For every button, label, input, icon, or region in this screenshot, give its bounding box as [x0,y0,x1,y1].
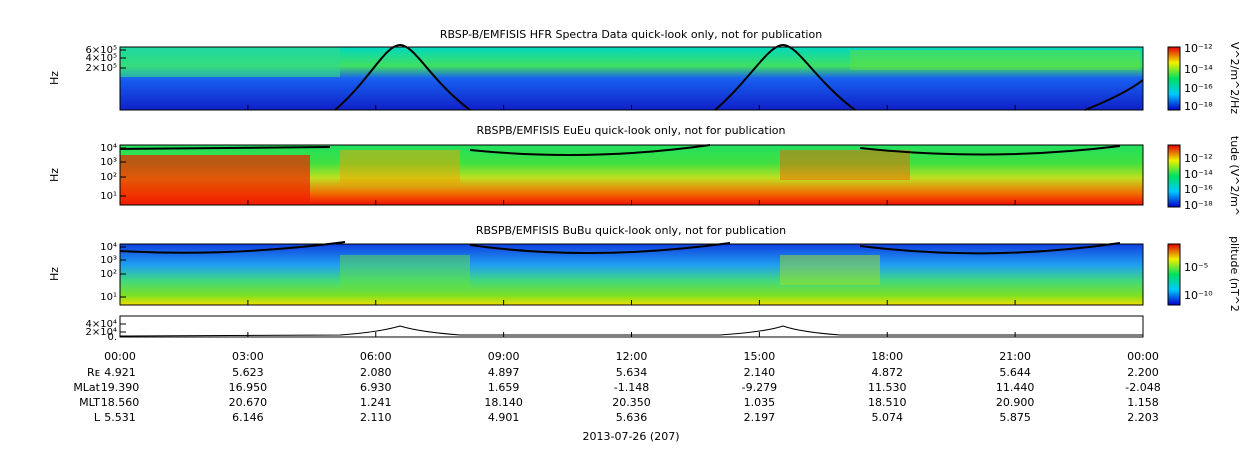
x-tick-label: 03:00 [232,350,264,363]
ephemeris-label: Rᴇ [87,366,100,379]
colorbar-tick-label: 10⁻¹⁴ [1184,168,1213,181]
ephemeris-value: 4.872 [872,366,904,379]
date-label: 2013-07-26 (207) [582,430,679,443]
ephemeris-value: 1.158 [1127,396,1159,409]
colorbar-tick-label: 10⁻¹² [1184,42,1213,55]
ephemeris-value: 6.146 [232,411,264,424]
ephemeris-value: 4.921 [104,366,136,379]
ephemeris-value: -1.148 [614,381,649,394]
colorbar-tick-label: 10⁻⁵ [1184,261,1208,274]
ephemeris-value: 1.659 [488,381,520,394]
ephemeris-value: 2.197 [744,411,776,424]
colorbar-tick-label: 10⁻¹⁸ [1184,199,1213,212]
ephemeris-value: 5.634 [616,366,648,379]
x-tick-label: 18:00 [871,350,903,363]
colorbar-tick-label: 10⁻¹⁴ [1184,63,1213,76]
y-tick-label: 4×10⁴ [86,319,117,330]
x-tick-label: 21:00 [999,350,1031,363]
ephemeris-value: 5.644 [999,366,1031,379]
spectrogram-feature [780,150,910,180]
ephemeris-value: 2.203 [1127,411,1159,424]
plasma-line [334,43,1144,111]
ephemeris-value: 18.510 [868,396,907,409]
ephemeris-value: 6.930 [360,381,392,394]
ephemeris-value: 18.140 [484,396,523,409]
colorbar-label: tude (V^2/m^ [1228,136,1241,216]
colorbar-tick-label: 10⁻¹⁶ [1184,82,1213,95]
ephemeris-value: 4.897 [488,366,520,379]
colorbar-tick-label: 10⁻¹² [1184,152,1213,165]
colorbar-tick-label: 10⁻¹⁰ [1184,289,1213,302]
spectrogram-feature [850,50,1140,70]
ephemeris-value: 5.074 [872,411,904,424]
ephemeris-value: 20.900 [996,396,1035,409]
ephemeris-value: 11.530 [868,381,907,394]
y-tick-label: 10² [100,172,117,183]
y-tick-label: 10⁴ [100,143,117,154]
spectrogram-feature [340,255,470,290]
colorbar-tick-label: 10⁻¹⁶ [1184,183,1213,196]
colorbar [1167,46,1181,111]
ephemeris-value: 1.035 [744,396,776,409]
spectrogram-feature [780,255,880,285]
ephemeris-value: 20.670 [229,396,268,409]
x-tick-label: 09:00 [488,350,520,363]
y-tick-label: 10² [100,269,117,280]
y-tick-label: 4×10⁵ [86,53,117,64]
trace-line [119,325,1143,337]
colorbar [1167,144,1181,208]
ephemeris-value: 5.636 [616,411,648,424]
spectrogram-feature [120,155,310,205]
x-tick-label: 06:00 [360,350,392,363]
panel-title: RBSPB/EMFISIS BuBu quick-look only, not … [476,224,786,237]
y-tick-label: 2×10⁴ [86,327,117,338]
y-tick-label: 10¹ [100,191,117,202]
colorbar-tick-label: 10⁻¹⁸ [1184,100,1213,113]
colorbar-label: V^2/m^2/Hz [1228,42,1241,114]
spectrogram-feature [340,150,460,185]
ephemeris-value: 1.241 [360,396,392,409]
ephemeris-value: 2.080 [360,366,392,379]
y-axis-label: Hz [48,168,61,182]
ephemeris-value: 2.110 [360,411,392,424]
ephemeris-value: 18.560 [101,396,140,409]
ephemeris-value: 4.901 [488,411,520,424]
ephemeris-label: MLat [73,381,100,394]
ephemeris-value: 5.531 [104,411,136,424]
ephemeris-value: -2.048 [1125,381,1160,394]
panel-title: RBSP-B/EMFISIS HFR Spectra Data quick-lo… [440,28,822,41]
y-tick-label: 0. [107,332,117,343]
x-tick-label: 00:00 [104,350,136,363]
ephemeris-label: L [94,411,101,424]
colorbar [1167,243,1181,306]
y-tick-label: 10³ [100,157,117,168]
colorbar-label: plitude (nT^2 [1228,236,1241,312]
cyclotron-line [119,144,1121,156]
ephemeris-value: -9.279 [742,381,777,394]
ephemeris-value: 5.875 [999,411,1031,424]
ephemeris-value: 11.440 [996,381,1035,394]
ephemeris-value: 2.200 [1127,366,1159,379]
spectrogram-feature [120,47,340,77]
y-tick-label: 2×10⁵ [86,63,117,74]
y-tick-label: 10¹ [100,292,117,303]
ephemeris-value: 16.950 [229,381,268,394]
y-axis-label: Hz [48,267,61,281]
x-tick-label: 12:00 [616,350,648,363]
ephemeris-value: 2.140 [744,366,776,379]
x-tick-label: 15:00 [744,350,776,363]
panel-title: RBSPB/EMFISIS EuEu quick-look only, not … [476,124,785,137]
ephemeris-value: 5.623 [232,366,264,379]
y-axis-label: Hz [48,71,61,85]
ephemeris-value: 20.350 [612,396,651,409]
y-tick-label: 10³ [100,255,117,266]
ephemeris-value: 19.390 [101,381,140,394]
y-tick-label: 10⁴ [100,242,117,253]
y-tick-label: 6×10⁵ [86,45,117,56]
cyclotron-line [119,241,1121,255]
x-tick-label: 00:00 [1127,350,1159,363]
ephemeris-label: MLT [79,396,100,409]
